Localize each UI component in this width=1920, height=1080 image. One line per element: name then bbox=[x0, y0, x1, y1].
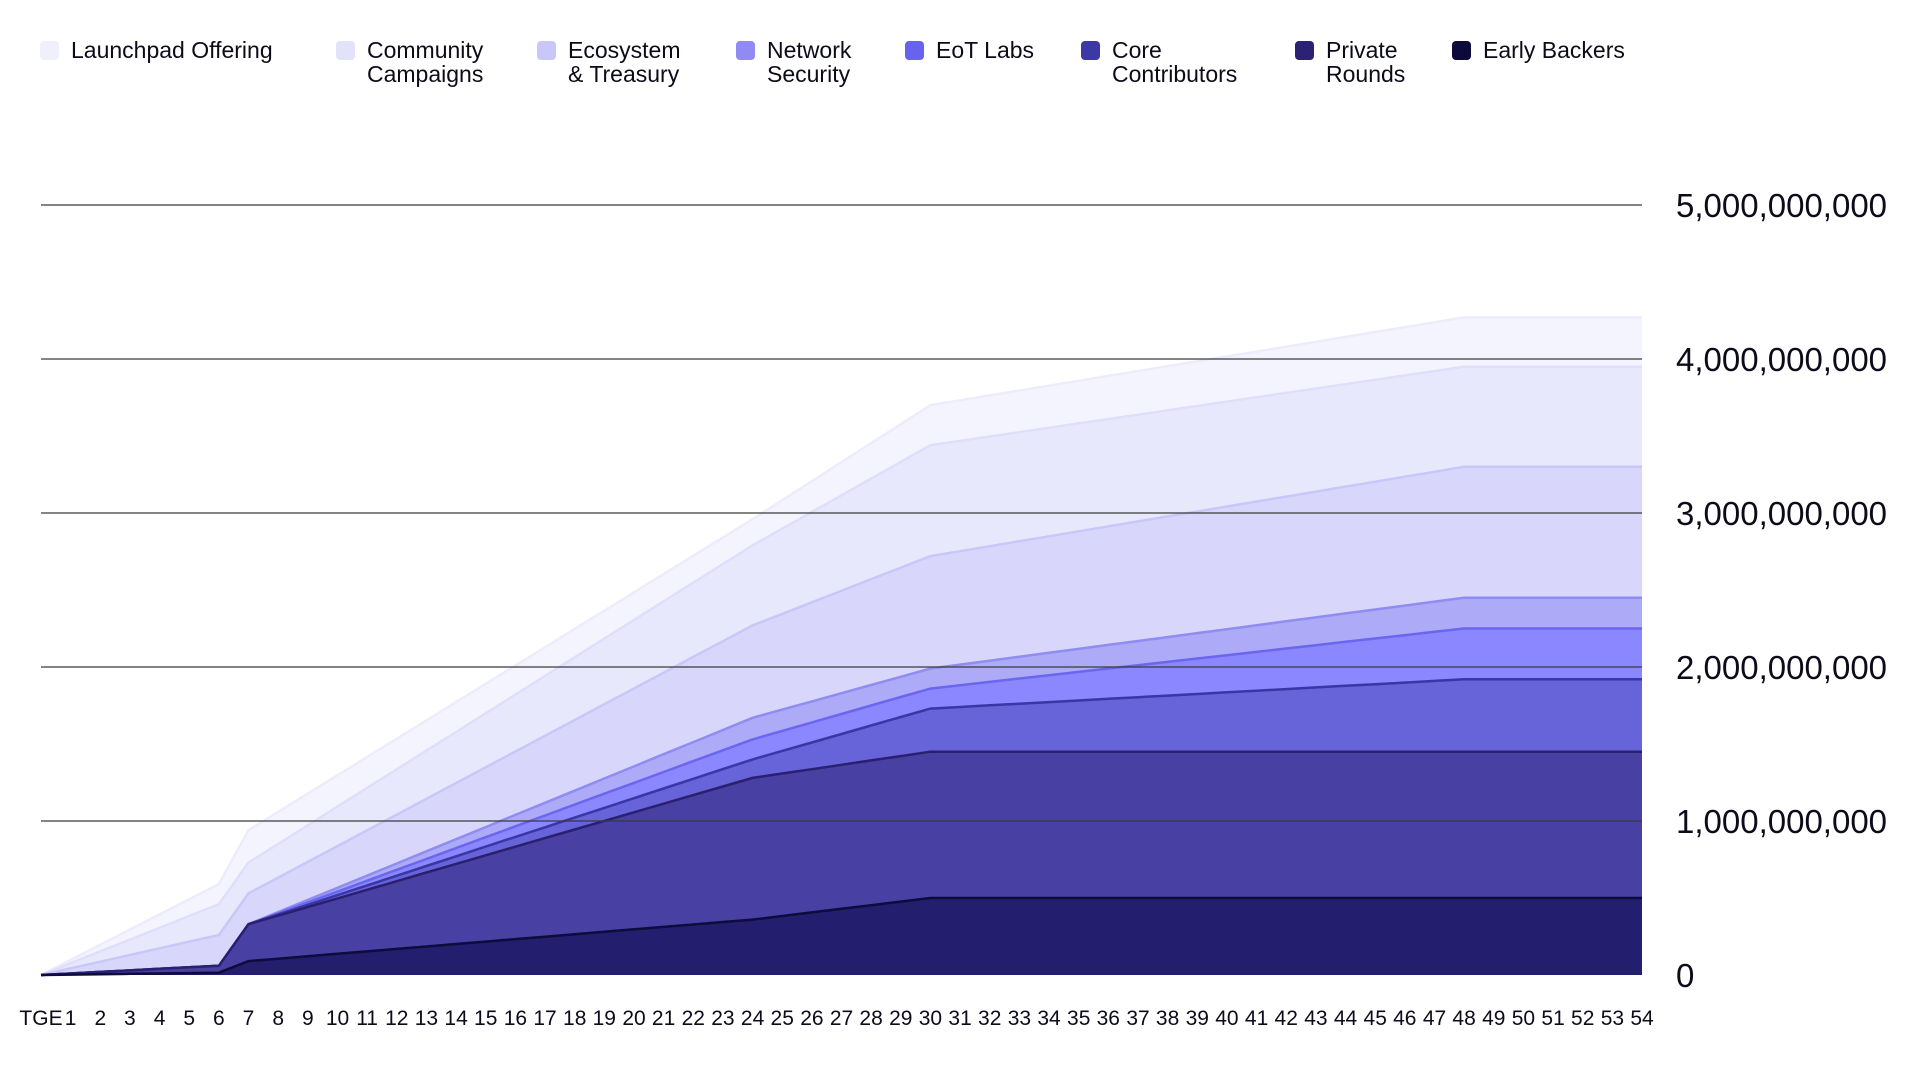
x-tick-label: 16 bbox=[504, 1007, 527, 1030]
x-tick-label: 10 bbox=[326, 1007, 349, 1030]
x-tick-label: 12 bbox=[385, 1007, 408, 1030]
x-tick-label: 8 bbox=[272, 1007, 284, 1030]
series-line-2 bbox=[40, 678, 1642, 977]
y-tick-label: 0 bbox=[1676, 957, 1694, 994]
x-tick-label: 28 bbox=[859, 1007, 882, 1030]
x-tick-label: 4 bbox=[154, 1007, 166, 1030]
x-tick-label: 27 bbox=[830, 1007, 853, 1030]
legend-item-eot-labs: EoT Labs bbox=[905, 38, 1081, 86]
x-tick-label: 33 bbox=[1008, 1007, 1031, 1030]
x-tick-label: 24 bbox=[741, 1007, 765, 1030]
legend-swatch bbox=[1081, 41, 1100, 60]
series-line-7 bbox=[40, 316, 1642, 977]
legend-item-ecosystem-treasury: Ecosystem & Treasury bbox=[537, 38, 736, 86]
x-tick-label: 26 bbox=[800, 1007, 823, 1030]
x-tick-label: 43 bbox=[1304, 1007, 1327, 1030]
series-line-6 bbox=[40, 365, 1642, 977]
x-tick-label: 49 bbox=[1482, 1007, 1505, 1030]
legend-label: EoT Labs bbox=[936, 37, 1035, 63]
x-tick-label: 45 bbox=[1364, 1007, 1387, 1030]
x-tick-label: 54 bbox=[1630, 1007, 1654, 1030]
x-tick-label: 14 bbox=[444, 1007, 468, 1030]
x-tick-label: 11 bbox=[356, 1007, 378, 1030]
legend-label: Launchpad Offering bbox=[71, 37, 273, 63]
series-line-0 bbox=[40, 896, 1642, 977]
legend-item-private-rounds: Private Rounds bbox=[1295, 38, 1452, 86]
x-tick-label: 47 bbox=[1423, 1007, 1446, 1030]
x-tick-label: 7 bbox=[243, 1007, 255, 1030]
x-tick-label: 39 bbox=[1186, 1007, 1209, 1030]
x-tick-label: 32 bbox=[978, 1007, 1001, 1030]
x-tick-label: 3 bbox=[124, 1007, 136, 1030]
y-tick-label: 2,000,000,000 bbox=[1676, 649, 1887, 686]
legend-label: Ecosystem & Treasury bbox=[568, 37, 681, 87]
legend-label: Network Security bbox=[767, 37, 852, 87]
y-tick-label: 1,000,000,000 bbox=[1676, 803, 1887, 840]
chart-legend: Launchpad Offering Community Campaigns E… bbox=[40, 38, 1652, 86]
x-tick-label: 19 bbox=[593, 1007, 616, 1030]
x-tick-label: 20 bbox=[622, 1007, 645, 1030]
series-line-5 bbox=[40, 465, 1642, 977]
x-tick-label: 17 bbox=[533, 1007, 556, 1030]
legend-label: Community Campaigns bbox=[367, 37, 484, 87]
x-tick-label: 42 bbox=[1275, 1007, 1298, 1030]
x-tick-label: 38 bbox=[1156, 1007, 1179, 1030]
y-tick-label: 4,000,000,000 bbox=[1676, 341, 1887, 378]
x-tick-label: 46 bbox=[1393, 1007, 1416, 1030]
legend-swatch bbox=[40, 41, 59, 60]
x-tick-label: 37 bbox=[1126, 1007, 1149, 1030]
legend-item-core-contributors: Core Contributors bbox=[1081, 38, 1295, 86]
x-tick-label: 48 bbox=[1452, 1007, 1475, 1030]
legend-label: Core Contributors bbox=[1112, 37, 1238, 87]
y-tick-label: 3,000,000,000 bbox=[1676, 495, 1887, 532]
x-tick-label: 23 bbox=[711, 1007, 734, 1030]
series-line-3 bbox=[40, 627, 1642, 977]
x-tick-label: 41 bbox=[1245, 1007, 1268, 1030]
legend-label: Early Backers bbox=[1483, 37, 1625, 63]
x-tick-label: 13 bbox=[415, 1007, 438, 1030]
x-tick-label: 51 bbox=[1541, 1007, 1564, 1030]
x-tick-label: 22 bbox=[682, 1007, 705, 1030]
x-tick-label: 1 bbox=[65, 1007, 77, 1030]
x-tick-label: 30 bbox=[919, 1007, 942, 1030]
x-tick-label: 34 bbox=[1037, 1007, 1061, 1030]
x-tick-label: 2 bbox=[94, 1007, 106, 1030]
series-line-4 bbox=[40, 596, 1642, 977]
y-tick-label: 5,000,000,000 bbox=[1676, 187, 1887, 224]
legend-item-network-security: Network Security bbox=[736, 38, 905, 86]
x-tick-label: 9 bbox=[302, 1007, 314, 1030]
x-tick-label: 5 bbox=[183, 1007, 195, 1030]
series-area-0 bbox=[41, 898, 1642, 975]
legend-item-launchpad-offering: Launchpad Offering bbox=[40, 38, 336, 86]
x-tick-label: 29 bbox=[889, 1007, 912, 1030]
x-tick-label: 18 bbox=[563, 1007, 586, 1030]
x-tick-label: 6 bbox=[213, 1007, 225, 1030]
legend-item-early-backers: Early Backers bbox=[1452, 38, 1652, 86]
x-tick-label: 21 bbox=[652, 1007, 675, 1030]
legend-swatch bbox=[537, 41, 556, 60]
legend-swatch bbox=[336, 41, 355, 60]
x-tick-label: 50 bbox=[1512, 1007, 1535, 1030]
x-tick-label: 31 bbox=[948, 1007, 971, 1030]
x-tick-label: 15 bbox=[474, 1007, 497, 1030]
x-tick-label: 52 bbox=[1571, 1007, 1594, 1030]
x-tick-label: 35 bbox=[1067, 1007, 1090, 1030]
x-tick-label: 25 bbox=[771, 1007, 794, 1030]
x-tick-label: TGE bbox=[19, 1007, 62, 1030]
legend-item-community-campaigns: Community Campaigns bbox=[336, 38, 537, 86]
x-tick-label: 36 bbox=[1097, 1007, 1120, 1030]
legend-swatch bbox=[1295, 41, 1314, 60]
x-tick-label: 53 bbox=[1601, 1007, 1624, 1030]
legend-swatch bbox=[905, 41, 924, 60]
legend-swatch bbox=[1452, 41, 1471, 60]
x-tick-label: 40 bbox=[1215, 1007, 1238, 1030]
series-line-1 bbox=[40, 750, 1642, 977]
x-tick-label: 44 bbox=[1334, 1007, 1358, 1030]
legend-swatch bbox=[736, 41, 755, 60]
legend-label: Private Rounds bbox=[1326, 37, 1406, 87]
